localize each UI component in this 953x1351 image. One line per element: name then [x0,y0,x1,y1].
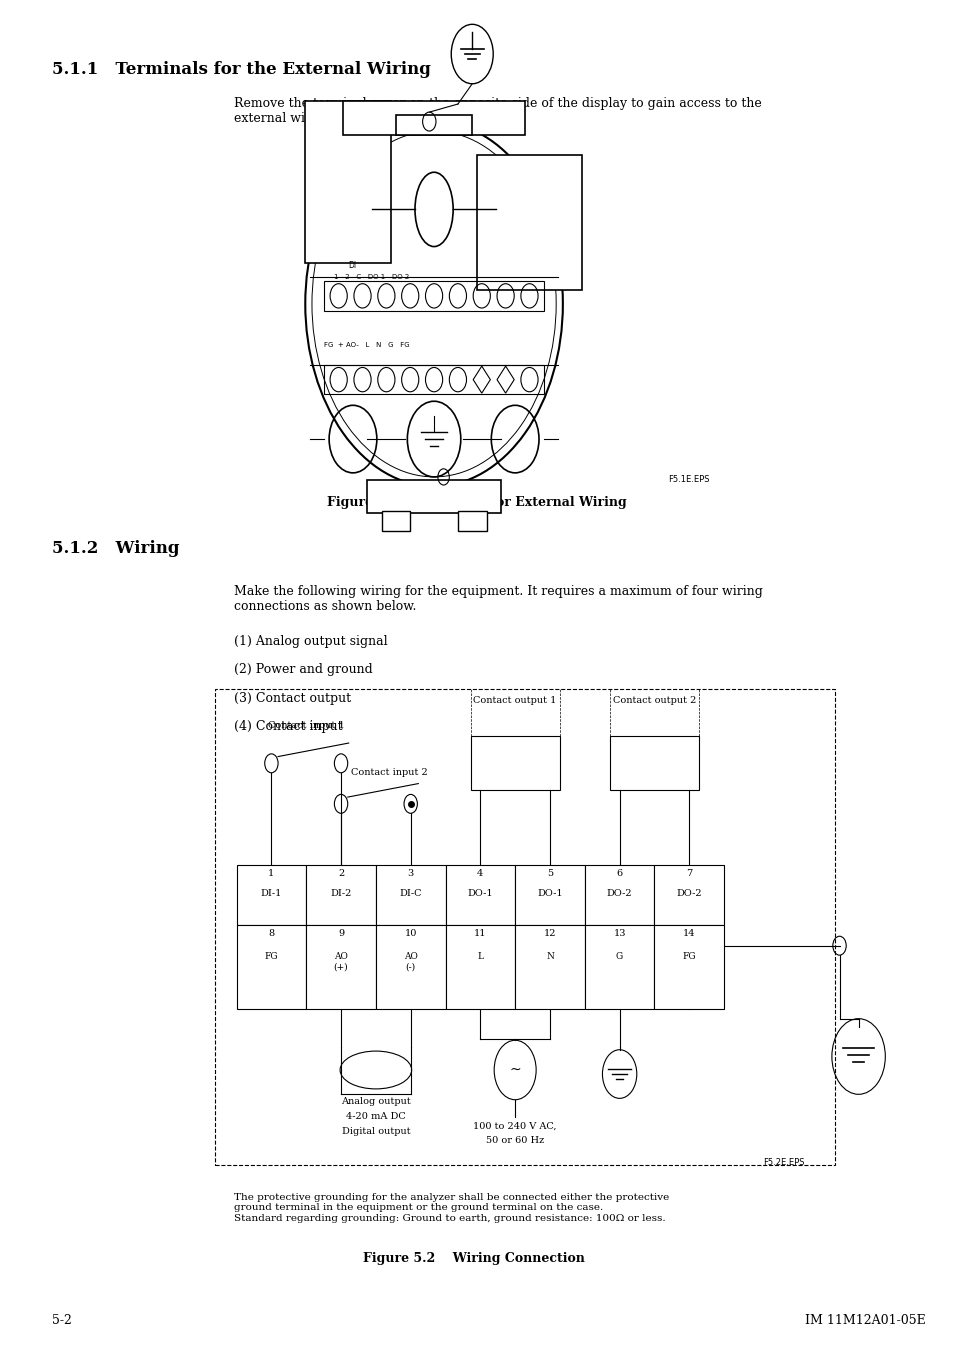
Text: DO-1: DO-1 [467,889,493,898]
Text: The protective grounding for the analyzer shall be connected either the protecti: The protective grounding for the analyze… [233,1193,668,1223]
Text: DO-2: DO-2 [676,889,701,898]
Text: 100 to 240 V AC,: 100 to 240 V AC, [473,1121,557,1131]
Bar [375,925,445,1009]
Text: DI: DI [348,261,356,270]
Bar [306,865,375,925]
Text: DO-2: DO-2 [606,889,632,898]
Text: FG: FG [264,952,278,962]
Text: G: G [616,952,622,962]
Text: F5.1E.EPS: F5.1E.EPS [667,476,709,484]
Bar [470,736,558,790]
Text: Digital output: Digital output [341,1127,410,1136]
Text: 1: 1 [268,869,274,878]
Text: 14: 14 [682,929,695,939]
Text: N: N [545,952,554,962]
Text: FG: FG [681,952,696,962]
Bar [457,511,486,531]
Text: (1) Analog output signal: (1) Analog output signal [233,635,387,648]
Text: 5: 5 [546,869,553,878]
Text: FG  + AO-   L   N   G   FG: FG + AO- L N G FG [324,342,410,347]
Text: Contact output 1: Contact output 1 [473,696,557,705]
Text: Analog output: Analog output [340,1097,411,1106]
Bar [584,865,654,925]
Text: 2: 2 [337,869,344,878]
Bar [381,511,410,531]
Text: L: L [476,952,483,962]
Text: 1   2   C   DO 1   DO 2: 1 2 C DO 1 DO 2 [334,274,409,280]
Text: 10: 10 [404,929,416,939]
Bar [367,480,500,513]
Bar [584,925,654,1009]
Bar [515,865,584,925]
Text: F5.2E.EPS: F5.2E.EPS [762,1158,804,1166]
Text: Make the following wiring for the equipment. It requires a maximum of four wirin: Make the following wiring for the equipm… [233,585,761,613]
Text: DI-2: DI-2 [330,889,352,898]
Bar [476,155,581,290]
Bar [305,101,391,263]
Text: (4) Contact input: (4) Contact input [233,720,342,734]
Text: 3: 3 [407,869,414,878]
Bar [515,925,584,1009]
Text: ~: ~ [509,1063,520,1077]
Text: AO
(+): AO (+) [334,952,348,971]
Circle shape [305,122,562,486]
Text: 7: 7 [685,869,692,878]
Text: Contact output 2: Contact output 2 [612,696,696,705]
Text: DI-C: DI-C [399,889,421,898]
Bar [306,925,375,1009]
Bar [654,865,723,925]
Bar [395,115,472,135]
Bar [324,365,543,394]
Text: 11: 11 [474,929,486,939]
Text: 4: 4 [476,869,483,878]
Bar [236,865,306,925]
Text: 50 or 60 Hz: 50 or 60 Hz [485,1136,544,1146]
Text: 4-20 mA DC: 4-20 mA DC [346,1112,405,1121]
Text: 13: 13 [613,929,625,939]
Text: 8: 8 [268,929,274,939]
Bar [654,925,723,1009]
Bar [445,925,515,1009]
Text: DI-1: DI-1 [260,889,282,898]
Text: Remove the terminal cover on the opposite side of the display to gain access to : Remove the terminal cover on the opposit… [233,97,760,126]
Text: 6: 6 [616,869,622,878]
Text: Figure 5.1    Terminals for External Wiring: Figure 5.1 Terminals for External Wiring [327,496,626,509]
Text: DO-1: DO-1 [537,889,562,898]
Bar [609,736,698,790]
Text: (3) Contact output: (3) Contact output [233,692,351,705]
Bar [375,865,445,925]
Text: Figure 5.2    Wiring Connection: Figure 5.2 Wiring Connection [362,1252,584,1266]
Text: AO
(-): AO (-) [403,952,417,971]
Text: Contact input 2: Contact input 2 [351,767,427,777]
Text: 5.1.2   Wiring: 5.1.2 Wiring [52,540,180,558]
Text: 5-2: 5-2 [52,1313,72,1327]
Text: 9: 9 [337,929,344,939]
Bar [236,925,306,1009]
Text: 12: 12 [543,929,556,939]
Bar [343,101,524,135]
Text: IM 11M12A01-05E: IM 11M12A01-05E [803,1313,924,1327]
Bar [324,281,543,311]
Text: (2) Power and ground: (2) Power and ground [233,663,372,677]
Text: 5.1.1   Terminals for the External Wiring: 5.1.1 Terminals for the External Wiring [52,61,431,78]
Text: Contact input 1: Contact input 1 [268,720,344,730]
Circle shape [451,24,493,84]
Bar [214,689,834,1165]
Bar [445,865,515,925]
